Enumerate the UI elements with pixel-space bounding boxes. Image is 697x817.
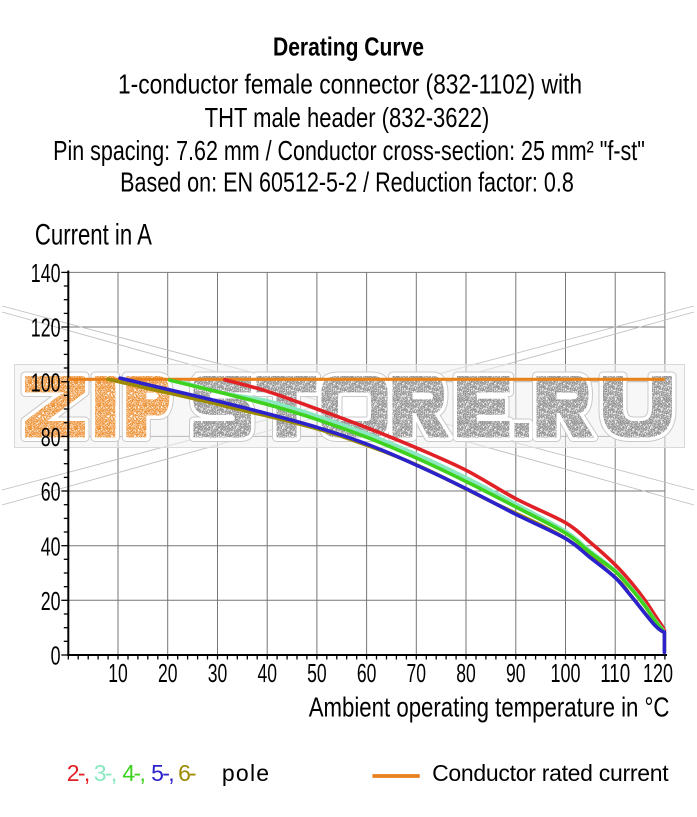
svg-text:4-,: 4-, <box>122 760 145 786</box>
svg-text:Based on: EN 60512-5-2 / Reduc: Based on: EN 60512-5-2 / Reduction facto… <box>120 166 574 197</box>
svg-text:6-: 6- <box>178 760 197 786</box>
svg-text:90: 90 <box>506 658 526 688</box>
svg-text:50: 50 <box>307 658 327 688</box>
svg-text:Derating Curve: Derating Curve <box>273 31 424 61</box>
svg-text:10: 10 <box>108 658 128 688</box>
svg-text:20: 20 <box>158 658 178 688</box>
svg-text:80: 80 <box>456 658 476 688</box>
svg-text:60: 60 <box>41 477 61 507</box>
svg-text:100: 100 <box>31 367 61 397</box>
svg-text:pole: pole <box>222 760 269 786</box>
svg-text:100: 100 <box>551 658 581 688</box>
svg-text:140: 140 <box>31 258 61 288</box>
svg-text:5-,: 5-, <box>151 760 175 786</box>
svg-text:20: 20 <box>41 586 61 616</box>
svg-text:30: 30 <box>208 658 228 688</box>
svg-text:40: 40 <box>41 531 61 561</box>
svg-text:60: 60 <box>357 658 377 688</box>
svg-text:Current in A: Current in A <box>35 219 152 252</box>
svg-text:0: 0 <box>51 641 61 671</box>
svg-text:120: 120 <box>643 658 673 688</box>
svg-text:THT male header (832-3622): THT male header (832-3622) <box>205 102 490 133</box>
svg-text:2-,: 2-, <box>67 760 91 786</box>
svg-text:1-conductor female connector (: 1-conductor female connector (832-1102) … <box>118 69 582 100</box>
svg-text:3-,: 3-, <box>94 760 118 786</box>
svg-text:110: 110 <box>600 658 630 688</box>
svg-text:120: 120 <box>31 313 61 343</box>
svg-text:Ambient operating temperature: Ambient operating temperature in °C <box>309 691 670 722</box>
svg-text:40: 40 <box>257 658 277 688</box>
svg-text:70: 70 <box>407 658 427 688</box>
svg-text:Conductor rated current: Conductor rated current <box>432 760 669 786</box>
svg-text:80: 80 <box>41 422 61 452</box>
svg-text:Pin spacing: 7.62 mm / Conduct: Pin spacing: 7.62 mm / Conductor cross-s… <box>53 135 645 166</box>
